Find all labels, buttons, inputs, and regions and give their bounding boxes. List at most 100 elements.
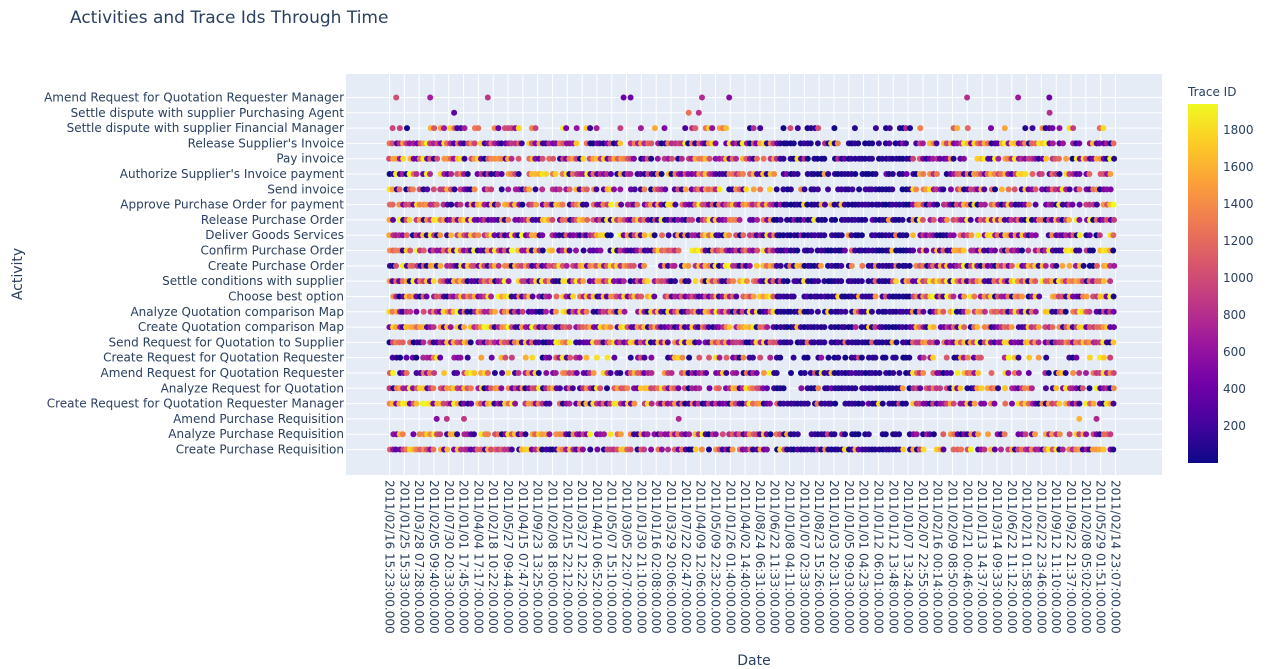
data-point [981,186,988,193]
y-tick-label: Create Purchase Order [208,259,344,273]
data-point [508,354,515,361]
data-point [471,431,477,438]
data-point [794,262,801,269]
data-point [675,385,682,392]
data-point [508,446,515,453]
data-point [539,186,546,193]
x-tick-label: 2011/07/30 20:33:00.000 [442,480,456,634]
data-point [893,339,900,346]
data-point [488,354,495,361]
data-point [706,385,713,392]
data-point [543,369,550,376]
data-point [1022,125,1029,132]
y-tick-label: Authorize Supplier's Invoice payment [120,167,345,181]
data-point [437,232,444,239]
data-point [706,155,713,162]
data-point [484,247,491,254]
data-point [484,369,491,376]
data-point [1076,431,1083,438]
data-point [569,385,576,392]
data-point [682,186,689,193]
data-point [978,385,985,392]
data-point [750,125,757,132]
data-point [532,186,539,193]
data-point [917,385,924,392]
data-point [399,431,406,438]
data-point [549,247,556,254]
data-point [671,262,678,269]
data-point [539,431,546,438]
data-point [587,446,594,453]
y-axis-ticks: Create Purchase Requisition Analyze Purch… [44,91,344,457]
data-point [903,232,910,239]
data-point [443,415,450,422]
data-point [879,400,886,407]
y-tick-label: Create Purchase Requisition [176,443,344,457]
data-point [753,369,760,376]
data-point [777,216,784,223]
colorbar-gradient [1188,104,1218,463]
data-point [828,400,834,407]
y-tick-label: Create Request for Quotation Requester [103,351,344,365]
data-point [920,354,927,361]
data-point [950,216,957,223]
data-point [960,247,967,254]
data-point [441,125,448,132]
data-point [515,171,522,178]
data-point [821,155,828,162]
data-point [723,125,729,132]
data-point [933,140,940,147]
y-tick-label: Amend Purchase Requisition [173,412,344,426]
data-point [1066,186,1073,193]
data-point [934,339,941,346]
x-tick-label: 2011/05/29 01:51:00.000 [1094,480,1108,634]
data-point [641,186,648,193]
data-point [579,446,586,453]
data-point [760,369,767,376]
data-point [743,446,749,453]
data-point [726,232,733,239]
data-point [607,171,614,178]
data-point [1107,278,1114,285]
data-point [960,155,967,162]
data-point [437,262,444,269]
data-point [889,186,896,193]
data-point [722,262,729,269]
data-point [467,385,474,392]
data-point [410,431,417,438]
data-point [637,339,644,346]
data-point [454,431,461,438]
data-point [573,369,580,376]
data-point [814,140,821,147]
data-point [1094,262,1100,269]
data-point [754,247,761,254]
data-point [386,155,393,162]
data-point [1043,155,1050,162]
data-point [696,339,702,346]
data-point [583,201,590,208]
data-point [773,186,780,193]
data-point [1111,216,1117,223]
data-point [1080,262,1087,269]
data-point [685,109,692,116]
data-point [630,155,637,162]
data-point [1076,369,1083,376]
data-point [488,186,495,193]
data-point [1070,369,1077,376]
data-point [736,216,743,223]
data-point [390,369,396,376]
data-point [865,278,872,285]
data-point [1070,125,1077,132]
data-point [753,262,760,269]
data-point [872,354,879,361]
data-point [807,369,814,376]
data-point [1086,385,1093,392]
data-point [977,354,984,361]
data-point [729,446,736,453]
data-point [1015,369,1022,376]
data-point [716,186,723,193]
data-point [566,431,573,438]
data-point [821,232,828,239]
data-point [678,171,685,178]
data-point [740,171,746,178]
